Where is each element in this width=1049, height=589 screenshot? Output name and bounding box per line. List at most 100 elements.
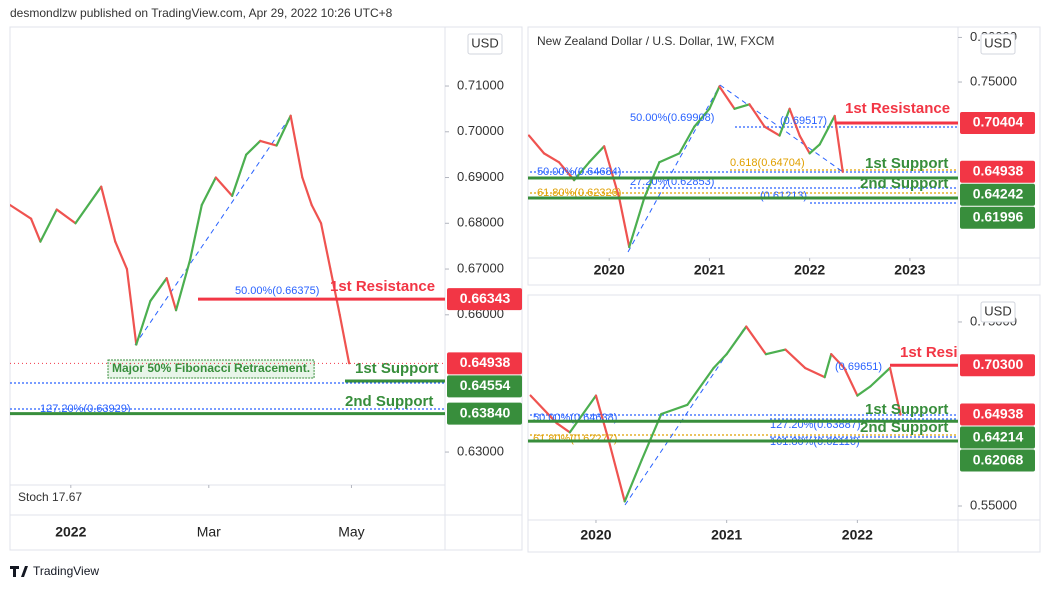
indicator-label: Stoch 17.67 [18,490,82,504]
price-segment [529,394,558,425]
price-segment [856,385,872,397]
trend-line [627,84,721,253]
price-box [447,375,522,398]
price-segment [733,103,751,110]
fib-lines [10,126,958,438]
price-segment [658,152,681,164]
annotation: 1st Support [865,401,948,418]
price-segment [660,403,689,416]
price-segment [628,196,646,249]
annotation-box [107,359,315,379]
price-box-label: 0.64938 [973,162,1024,178]
logo-icon [10,566,28,577]
price-segment [643,161,661,200]
price-segment [718,85,736,110]
price-box-label: 0.64214 [973,428,1024,444]
price-segment [745,325,767,356]
chart-layer: 1st Resistance 50.00%(0.66375) 1st Support… [10,29,1035,543]
price-box [960,403,1035,426]
price-segment [778,107,791,137]
y-tick-label: 0.55000 [970,497,1017,512]
price-segment [100,185,117,243]
currency-box [980,33,1016,55]
y-tick-label: 0.68000 [457,215,504,230]
price-segment [788,107,801,137]
price-segment [528,134,546,155]
price-segment [114,240,129,271]
y-tick-label: 0.75000 [970,73,1017,88]
price-box [960,354,1035,377]
price-segment [588,145,606,164]
price-segment [200,176,217,207]
price-segment [623,458,643,503]
price-segment [678,125,696,155]
y-tick-label: 0.70000 [457,123,504,138]
price-segment [798,134,811,155]
price-segment [55,208,77,225]
annotation: 50.00%(0.64684) [537,166,621,178]
x-tick-label: 2020 [594,262,625,278]
panel-frame [527,294,1041,553]
price-segment [338,313,351,365]
annotation: (0.61213) [760,190,807,202]
annotation: 2nd Support [345,393,433,410]
price-segment [231,153,248,197]
price-segment [214,176,234,197]
price-segment [830,353,846,370]
price-segment [764,348,787,356]
price-box [960,160,1035,183]
price-segment [725,325,748,356]
y-tick-label: 0.67000 [457,260,504,275]
price-box-label: 0.64938 [973,405,1024,421]
currency-box [980,301,1016,323]
price-segment [808,143,821,155]
price-segment [319,222,332,271]
price-box [960,183,1035,206]
y-tick-label: 0.71000 [457,77,504,92]
annotation: (0.69517) [780,115,827,127]
annotation: 1st Resistance [330,278,435,295]
price-box-label: 0.62068 [973,451,1024,467]
annotation: 50.00%(0.66375) [235,285,319,297]
price-segment [888,366,902,416]
price-box-label: 0.70300 [973,356,1024,372]
price-box [447,352,522,375]
annotation: 1st Resistance [900,344,1005,361]
currency-label: USD [984,35,1011,50]
price-segment [843,366,859,397]
price-box-label: 0.70404 [973,114,1024,130]
annotation: 1st Support [355,360,438,377]
price-segment [135,299,152,346]
price-box-label: 0.61996 [973,208,1024,224]
price-segment [542,152,561,164]
x-tick-label: Mar [197,524,221,540]
price-segment [555,422,571,434]
chart-title: New Zealand Dollar / U.S. Dollar, 1W, FX… [537,34,774,48]
price-segment [39,208,58,243]
footer-text: TradingView [33,564,99,578]
x-tick-label: 2022 [794,262,825,278]
price-segment [188,203,203,261]
price-segment [10,203,33,220]
currency-label: USD [471,35,498,50]
price-segment [607,440,626,503]
price-box [447,288,522,311]
price-segment [818,114,836,146]
price-box-label: 0.63840 [460,404,511,420]
price-box [960,206,1035,229]
price-segment [275,114,292,147]
price-segment [174,258,192,312]
price-segment [74,185,103,225]
price-box [447,402,522,425]
y-tick-label: 0.69000 [457,169,504,184]
price-segment [784,348,807,370]
x-tick-label: 2022 [842,527,873,543]
price-segment [329,267,341,316]
currency-box [467,33,503,55]
price-segment [568,394,598,434]
annotation: 1st Resistance [845,100,950,117]
x-tick-label: 2020 [580,527,611,543]
annotation: (0.69651) [835,361,882,373]
price-segment [693,107,711,128]
